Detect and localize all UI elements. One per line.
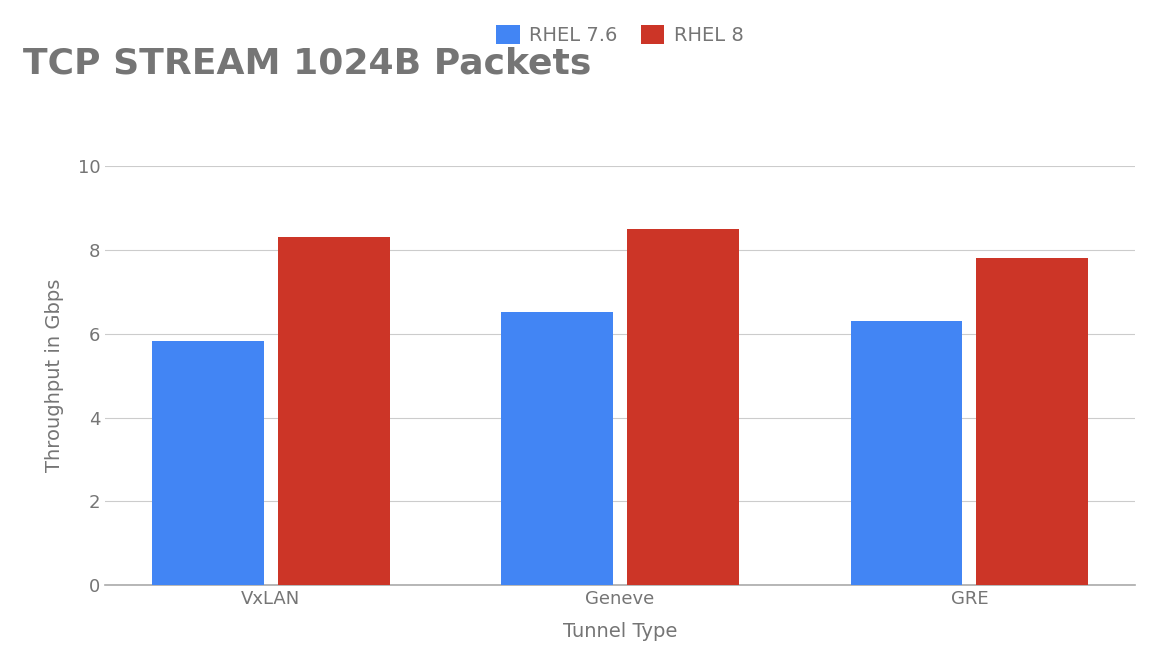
Text: TCP STREAM 1024B Packets: TCP STREAM 1024B Packets xyxy=(23,47,592,80)
X-axis label: Tunnel Type: Tunnel Type xyxy=(563,622,677,641)
Bar xyxy=(502,312,613,585)
Y-axis label: Throughput in Gbps: Throughput in Gbps xyxy=(44,279,64,472)
Legend: RHEL 7.6, RHEL 8: RHEL 7.6, RHEL 8 xyxy=(489,17,751,53)
Bar xyxy=(277,237,390,585)
Bar xyxy=(627,229,738,585)
Bar xyxy=(152,341,264,585)
Bar xyxy=(851,321,963,585)
Bar xyxy=(976,257,1088,585)
